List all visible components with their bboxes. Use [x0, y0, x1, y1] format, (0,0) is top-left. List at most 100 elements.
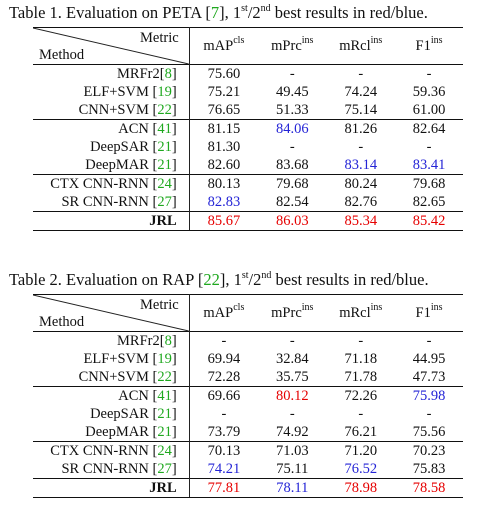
table-row: DeepMAR [21] 73.79 74.92 76.21 75.56	[33, 423, 463, 442]
method-name: JRL	[149, 213, 177, 229]
citation-link[interactable]: 27	[157, 194, 172, 210]
value-cell: 70.23	[395, 441, 463, 460]
method-name: CNN+SVM	[78, 369, 149, 385]
citation-bracket: [	[148, 406, 158, 422]
table-row: ACN [41] 69.66 80.12 72.26 75.98	[33, 386, 463, 405]
citation-link[interactable]: 21	[157, 424, 172, 440]
caption-text: Table 1. Evaluation on PETA [	[9, 3, 211, 22]
citation-link[interactable]: 7	[210, 3, 220, 22]
value-cell: -	[189, 331, 259, 350]
value-cell: -	[395, 64, 463, 83]
citation-link[interactable]: 8	[164, 333, 172, 349]
table-row: DeepSAR [21] 81.30 - - -	[33, 138, 463, 156]
citation-link[interactable]: 27	[157, 461, 172, 477]
column-header-superscript: cls	[233, 302, 245, 314]
column-header-superscript: ins	[430, 302, 443, 314]
citation-bracket: [	[148, 176, 158, 192]
citation-bracket: ]	[171, 139, 177, 155]
citation-link[interactable]: 41	[157, 388, 172, 404]
metric-header-label: Metric	[140, 30, 179, 46]
method-cell: DeepSAR [21]	[33, 405, 190, 423]
method-cell: JRL	[33, 211, 190, 231]
value-cell: 61.00	[412, 102, 446, 118]
citation-bracket: [	[148, 388, 158, 404]
method-cell: MRFr2[8]	[33, 331, 190, 350]
table-row: ACN [41] 81.15 84.06 81.26 82.64	[33, 119, 463, 138]
citation-link[interactable]: 8	[164, 66, 172, 82]
value-cell: 82.54	[275, 194, 309, 210]
caption-text: /2	[248, 270, 262, 289]
column-header-superscript: cls	[233, 35, 245, 47]
citation-bracket: [	[148, 443, 158, 459]
column-header: mAPcls	[189, 294, 259, 332]
method-cell: DeepSAR [21]	[33, 138, 190, 156]
column-header: mAPcls	[189, 27, 259, 65]
method-name: ACN	[118, 388, 149, 404]
value-cell: 73.79	[207, 424, 241, 440]
citation-bracket: ]	[171, 351, 177, 367]
value-cell: 85.67	[189, 211, 259, 231]
value-cell: 71.78	[344, 369, 378, 385]
citation-link[interactable]: 19	[157, 84, 172, 100]
column-header-label: mAP	[203, 38, 234, 54]
value-cell: -	[426, 139, 432, 155]
table-row: DeepMAR [21] 82.60 83.68 83.14 83.41	[33, 156, 463, 175]
caption-superscript: nd	[260, 2, 271, 14]
citation-link[interactable]: 22	[157, 369, 172, 385]
column-header-label: mRcl	[339, 305, 371, 321]
method-cell: ELF+SVM [19]	[33, 350, 190, 368]
citation-link[interactable]: 19	[157, 351, 172, 367]
citation-link[interactable]: 21	[157, 139, 172, 155]
citation-bracket: [	[148, 461, 158, 477]
value-cell: 75.83	[412, 461, 446, 477]
value-cell: 32.84	[275, 351, 309, 367]
citation-bracket: ]	[171, 424, 177, 440]
citation-link[interactable]: 22	[203, 270, 220, 289]
method-name: DeepSAR	[90, 139, 149, 155]
table-row: CNN+SVM [22] 72.28 35.75 71.78 47.73	[33, 368, 463, 387]
table2: Metric Method mAPcls mPrcins mRclins F1ins …	[33, 294, 463, 498]
value-cell: 84.06	[258, 119, 327, 138]
citation-bracket: [	[159, 333, 165, 349]
column-header: mPrcins	[258, 27, 327, 65]
value-cell: 85.42	[395, 211, 463, 231]
table1-header-row: Metric Method mAPcls mPrcins mRclins F1ins	[33, 27, 463, 65]
value-cell: 83.14	[344, 157, 378, 173]
value-cell: 79.68	[395, 174, 463, 193]
column-header-label: mAP	[203, 305, 234, 321]
value-cell: 72.28	[207, 369, 241, 385]
value-cell: -	[326, 331, 396, 350]
value-cell: 69.94	[207, 351, 241, 367]
citation-link[interactable]: 24	[157, 176, 172, 192]
value-cell: 78.11	[258, 478, 327, 498]
citation-link[interactable]: 21	[157, 406, 172, 422]
value-cell: -	[289, 139, 295, 155]
value-cell: 75.11	[276, 461, 309, 477]
value-cell: 71.03	[258, 441, 327, 460]
value-cell: 74.92	[275, 424, 309, 440]
citation-link[interactable]: 22	[157, 102, 172, 118]
value-cell: 85.34	[326, 211, 396, 231]
value-cell: 49.45	[275, 84, 309, 100]
method-cell: MRFr2[8]	[33, 64, 190, 83]
table1-caption: Table 1. Evaluation on PETA [7], 1st/2nd…	[9, 3, 479, 23]
citation-link[interactable]: 24	[157, 443, 172, 459]
citation-bracket: ]	[171, 369, 177, 385]
caption-superscript: nd	[261, 269, 272, 281]
citation-bracket: ]	[171, 102, 177, 118]
citation-bracket: ]	[171, 443, 177, 459]
citation-link[interactable]: 41	[157, 121, 172, 137]
citation-bracket: ]	[171, 84, 177, 100]
value-cell: 81.15	[189, 119, 259, 138]
citation-bracket: [	[148, 139, 158, 155]
table-row: SR CNN-RNN [27] 82.83 82.54 82.76 82.65	[33, 193, 463, 212]
caption-text: ], 1	[219, 3, 242, 22]
method-name: ELF+SVM	[83, 84, 149, 100]
method-name: SR CNN-RNN	[61, 194, 149, 210]
citation-bracket: [	[148, 157, 158, 173]
citation-link[interactable]: 21	[157, 157, 172, 173]
method-name: ELF+SVM	[83, 351, 149, 367]
column-header: mRclins	[326, 294, 396, 332]
value-cell: -	[258, 331, 327, 350]
metric-header-label: Metric	[140, 297, 179, 313]
